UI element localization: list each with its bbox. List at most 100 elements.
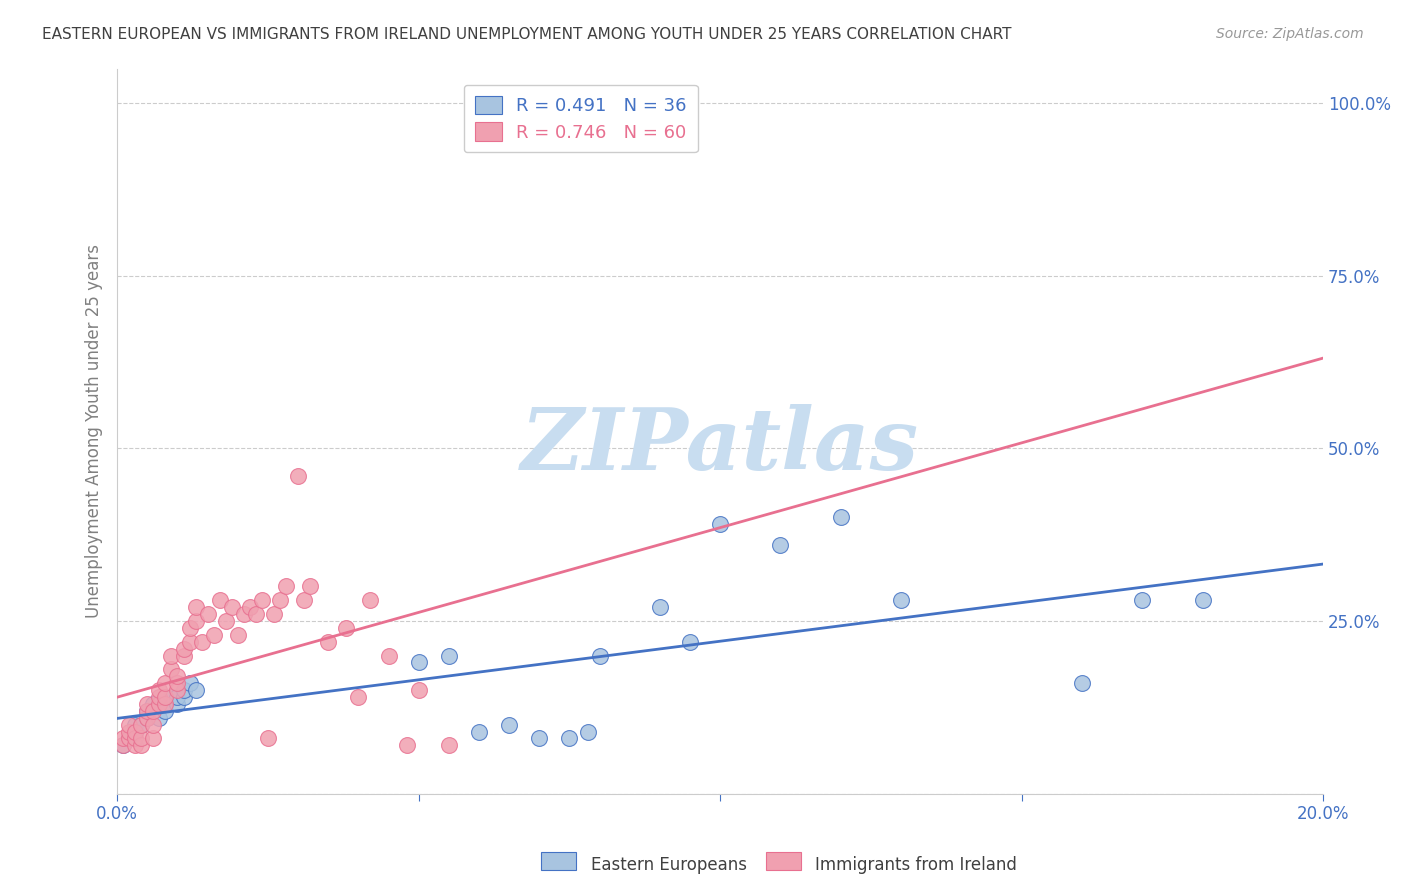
Point xyxy=(142,704,165,718)
Point xyxy=(118,724,141,739)
Point xyxy=(136,704,159,718)
Point xyxy=(377,648,399,663)
Point xyxy=(112,739,135,753)
Point xyxy=(287,469,309,483)
Point xyxy=(160,690,183,704)
Point xyxy=(166,669,188,683)
Point xyxy=(142,717,165,731)
Point xyxy=(184,683,207,698)
Point xyxy=(1130,593,1153,607)
Point xyxy=(274,579,297,593)
Point xyxy=(335,621,357,635)
Point xyxy=(184,614,207,628)
Point xyxy=(173,648,195,663)
Point xyxy=(118,731,141,746)
Point xyxy=(173,690,195,704)
Point xyxy=(155,704,177,718)
Point xyxy=(263,607,285,621)
Point xyxy=(166,683,188,698)
Point xyxy=(160,648,183,663)
Text: EASTERN EUROPEAN VS IMMIGRANTS FROM IRELAND UNEMPLOYMENT AMONG YOUTH UNDER 25 YE: EASTERN EUROPEAN VS IMMIGRANTS FROM IREL… xyxy=(42,27,1012,42)
Point xyxy=(184,600,207,615)
Point xyxy=(269,593,291,607)
Point xyxy=(124,724,146,739)
Point xyxy=(830,510,852,524)
Point xyxy=(148,683,170,698)
Point xyxy=(529,731,551,746)
Point xyxy=(131,731,153,746)
Text: Source: ZipAtlas.com: Source: ZipAtlas.com xyxy=(1216,27,1364,41)
Point xyxy=(197,607,219,621)
Point xyxy=(173,641,195,656)
Point xyxy=(142,697,165,711)
Point xyxy=(160,662,183,676)
Point xyxy=(118,717,141,731)
Point xyxy=(179,676,201,690)
Point xyxy=(155,676,177,690)
Point xyxy=(648,600,671,615)
Point xyxy=(190,634,212,648)
Point xyxy=(148,711,170,725)
Point xyxy=(131,739,153,753)
Point xyxy=(408,656,430,670)
Point xyxy=(173,683,195,698)
Point xyxy=(359,593,381,607)
Point xyxy=(558,731,581,746)
Point xyxy=(155,697,177,711)
Point xyxy=(155,690,177,704)
Point xyxy=(112,739,135,753)
Point xyxy=(408,683,430,698)
Point xyxy=(148,690,170,704)
Point xyxy=(347,690,370,704)
Point xyxy=(588,648,610,663)
Point xyxy=(395,739,418,753)
Point xyxy=(131,717,153,731)
Point xyxy=(498,717,520,731)
Point xyxy=(1071,676,1094,690)
Point xyxy=(232,607,254,621)
Point xyxy=(136,697,159,711)
Point xyxy=(245,607,267,621)
Point xyxy=(292,593,315,607)
Point xyxy=(202,628,225,642)
Point xyxy=(679,634,702,648)
Text: Eastern Europeans: Eastern Europeans xyxy=(591,856,747,874)
Point xyxy=(316,634,339,648)
Point xyxy=(136,711,159,725)
Point xyxy=(166,697,188,711)
Point xyxy=(437,739,460,753)
Point xyxy=(142,704,165,718)
Point xyxy=(131,717,153,731)
Point xyxy=(208,593,231,607)
Point xyxy=(769,538,792,552)
Point xyxy=(299,579,322,593)
Point xyxy=(166,676,188,690)
Y-axis label: Unemployment Among Youth under 25 years: Unemployment Among Youth under 25 years xyxy=(86,244,103,618)
Point xyxy=(250,593,273,607)
Point xyxy=(179,634,201,648)
Point xyxy=(576,724,599,739)
Point xyxy=(142,731,165,746)
Point xyxy=(124,739,146,753)
Point xyxy=(124,731,146,746)
Point xyxy=(148,697,170,711)
Text: Immigrants from Ireland: Immigrants from Ireland xyxy=(815,856,1018,874)
Point xyxy=(1191,593,1213,607)
Point xyxy=(468,724,491,739)
Point xyxy=(890,593,912,607)
Point xyxy=(179,621,201,635)
Point xyxy=(124,724,146,739)
Point xyxy=(239,600,262,615)
Point xyxy=(124,717,146,731)
Text: ZIPatlas: ZIPatlas xyxy=(522,404,920,487)
Point xyxy=(136,704,159,718)
Point xyxy=(215,614,238,628)
Point xyxy=(709,517,731,532)
Point xyxy=(437,648,460,663)
Point xyxy=(118,731,141,746)
Point xyxy=(112,731,135,746)
Legend: R = 0.491   N = 36, R = 0.746   N = 60: R = 0.491 N = 36, R = 0.746 N = 60 xyxy=(464,85,697,153)
Point xyxy=(221,600,243,615)
Point xyxy=(155,697,177,711)
Point xyxy=(136,711,159,725)
